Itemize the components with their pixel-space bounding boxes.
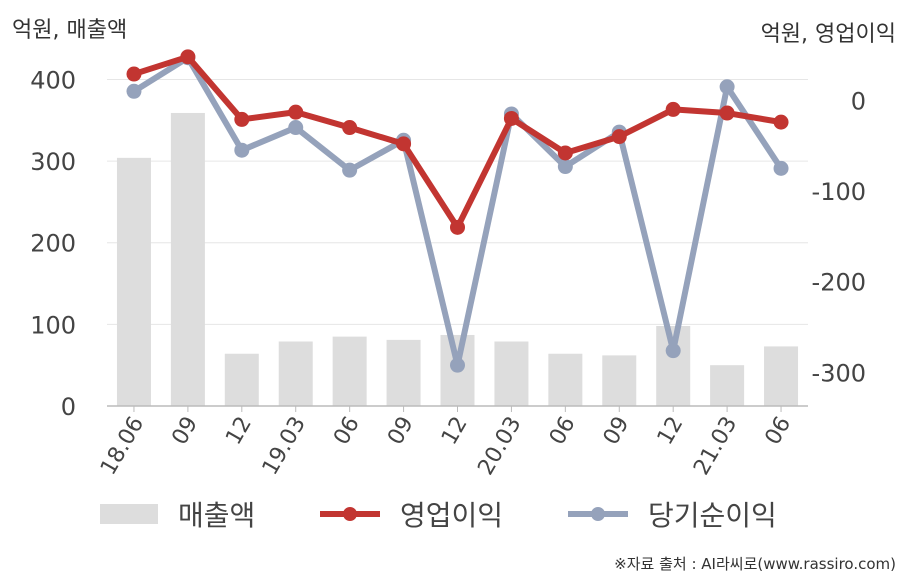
y-axis-left: 0 100 200 300 400 — [30, 66, 76, 421]
data-point — [665, 101, 681, 117]
legend-label-net-income: 당기순이익 — [648, 499, 777, 532]
data-point — [557, 159, 573, 175]
data-point — [342, 120, 358, 136]
legend: 매출액 영업이익 당기순이익 — [0, 492, 908, 536]
left-axis-unit: 억원, 매출액 — [12, 18, 128, 43]
y-left-tick-label: 300 — [30, 148, 76, 176]
data-point — [773, 114, 789, 130]
data-point — [234, 142, 250, 158]
bar-series — [116, 112, 799, 406]
legend-label-sales: 매출액 — [178, 499, 256, 532]
gridlines — [107, 78, 808, 325]
y-left-tick-label: 400 — [30, 66, 76, 94]
bar — [710, 365, 745, 406]
legend-item-operating-profit: 영업이익 — [318, 492, 503, 536]
y-axis-right: 0 -100 -200 -300 — [812, 87, 866, 387]
x-tick-label: 06 — [329, 413, 365, 450]
legend-item-sales: 매출액 — [100, 492, 255, 536]
data-point — [288, 104, 304, 120]
y-left-tick-label: 100 — [30, 311, 76, 339]
y-right-tick-label: 0 — [851, 87, 866, 115]
bar — [494, 341, 529, 406]
data-point — [342, 162, 358, 178]
legend-item-net-income: 당기순이익 — [566, 492, 777, 536]
right-axis-unit: 억원, 영업이익 — [760, 22, 896, 47]
legend-label-operating-profit: 영업이익 — [400, 499, 504, 532]
x-tick-label: 09 — [167, 413, 203, 450]
x-tick-label: 12 — [653, 413, 689, 450]
data-point — [719, 105, 735, 121]
y-right-tick-label: -200 — [812, 269, 866, 297]
x-axis-labels: 18.06 09 12 19.03 06 09 12 20.03 06 09 12 21.03 06 — [96, 413, 796, 480]
data-point — [396, 136, 412, 152]
data-point — [180, 49, 196, 65]
x-tick-label: 18.06 — [96, 413, 149, 480]
y-right-tick-label: -300 — [812, 359, 866, 387]
source-credit: ※자료 출처 : AI라씨로(www.rassiro.com) — [614, 555, 896, 573]
legend-swatch-line-blue — [568, 507, 628, 521]
data-point — [665, 343, 681, 359]
data-point — [557, 145, 573, 161]
x-tick-label: 21.03 — [689, 413, 742, 480]
bar — [170, 112, 205, 406]
data-point — [503, 110, 519, 126]
x-tick-label: 06 — [545, 413, 581, 450]
data-point — [288, 120, 304, 136]
bar — [548, 353, 583, 406]
data-point — [126, 66, 142, 82]
bar — [764, 346, 799, 406]
x-tick-label: 09 — [383, 413, 419, 450]
x-tick-label: 20.03 — [473, 413, 526, 480]
bar — [224, 353, 259, 406]
data-point — [126, 83, 142, 99]
series-line — [130, 53, 785, 231]
legend-swatch-bar — [100, 504, 158, 524]
bar — [116, 157, 151, 406]
bar — [332, 336, 367, 406]
x-tick-label: 06 — [761, 413, 797, 450]
bar — [278, 341, 313, 406]
line-series — [126, 49, 789, 373]
data-point — [234, 111, 250, 127]
y-right-tick-label: -100 — [812, 178, 866, 206]
x-tick-label: 09 — [599, 413, 635, 450]
x-tick-label: 19.03 — [258, 413, 311, 480]
x-tick-label: 12 — [437, 413, 473, 450]
y-left-tick-label: 200 — [30, 230, 76, 258]
x-axis — [107, 405, 808, 412]
data-point — [773, 160, 789, 176]
data-point — [719, 79, 735, 95]
legend-swatch-line-red — [320, 507, 380, 521]
bar — [602, 355, 637, 406]
data-point — [450, 357, 465, 373]
data-point — [611, 129, 627, 145]
bar — [386, 339, 421, 406]
y-left-tick-label: 0 — [61, 393, 76, 421]
data-point — [450, 219, 465, 235]
x-tick-label: 12 — [221, 413, 257, 450]
